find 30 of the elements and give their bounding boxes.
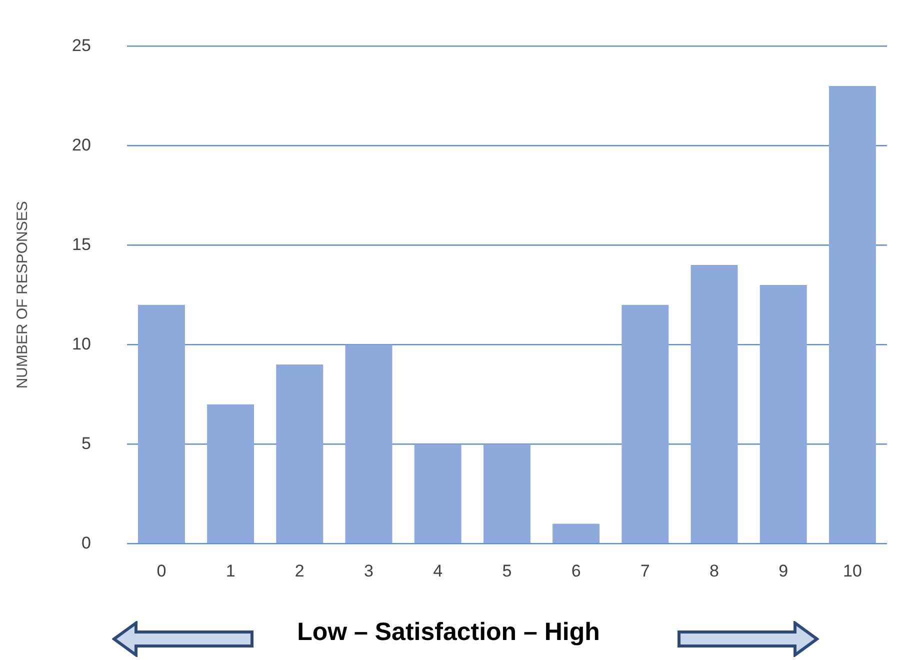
y-tick-label: 15 — [72, 234, 91, 254]
y-tick-label: 5 — [81, 434, 91, 453]
x-tick-label: 10 — [842, 561, 862, 580]
bar — [622, 304, 669, 543]
y-tick-label: 0 — [81, 533, 91, 552]
bar — [138, 304, 185, 543]
x-tick-label: 8 — [710, 561, 719, 580]
x-tick-label: 3 — [364, 561, 374, 580]
y-tick-label: 10 — [72, 334, 91, 354]
x-tick-label: 4 — [433, 561, 443, 580]
y-tick-label: 25 — [72, 36, 91, 55]
x-tick-label: 2 — [294, 561, 304, 580]
bar — [483, 444, 530, 543]
bar — [760, 284, 807, 543]
bar — [552, 524, 600, 543]
bar — [207, 404, 254, 543]
bar — [828, 86, 876, 543]
bar — [276, 364, 324, 543]
x-tick-label: 7 — [640, 561, 650, 580]
x-tick-label: 0 — [156, 561, 166, 580]
bar — [414, 444, 462, 543]
x-tick-label: 1 — [226, 561, 236, 580]
x-tick-label: 6 — [571, 561, 581, 580]
y-axis-title: NUMBER OF RESPONSES — [14, 201, 32, 389]
x-tick-label: 9 — [778, 561, 788, 580]
x-tick-label: 5 — [502, 561, 512, 580]
bar — [690, 265, 738, 543]
bar — [345, 344, 392, 543]
y-tick-label: 20 — [72, 135, 91, 154]
x-axis-title: Low – Satisfaction – High — [296, 618, 601, 647]
